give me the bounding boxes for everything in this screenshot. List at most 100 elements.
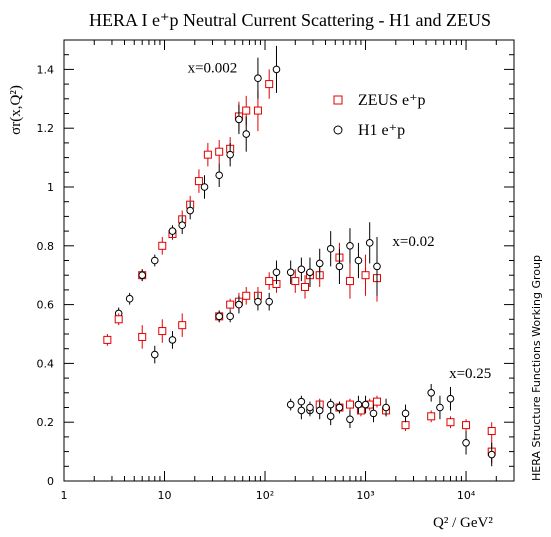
zeus-point [265,272,274,290]
circle-marker [354,256,363,265]
data-points [103,45,496,467]
circle-marker [200,183,209,191]
legend-label: H1 e⁺p [358,122,405,139]
circle-marker [361,400,370,409]
circle-marker [427,389,435,397]
h1-point [215,163,223,187]
y-tick-label: 1.4 [37,63,55,76]
zeus-point [372,395,381,408]
square-marker [215,147,224,156]
h1-point [150,254,159,267]
h1-point [226,142,234,167]
h1-point [487,442,496,467]
circle-marker [226,150,234,159]
h1-point [272,45,281,93]
circle-marker [315,406,324,415]
h1-point [306,257,314,287]
zeus-point [103,334,112,346]
h1-point [436,395,444,420]
circle-marker [286,400,295,409]
h1-point [125,292,134,305]
zeus-point [215,139,224,164]
y-tick-label: 1 [47,181,54,194]
h1-point [168,331,177,349]
zeus-point [345,263,354,299]
y-tick-label: 1.2 [37,122,55,135]
square-marker [203,150,212,159]
h1-point [215,310,223,323]
circle-marker [272,268,281,277]
h1-point [346,410,354,429]
square-marker [242,291,251,300]
circle-marker [168,336,177,344]
legend-square-icon [333,95,343,105]
y-tick-label: 0.4 [37,357,55,370]
legend-circle-icon [333,125,343,135]
h1-point [297,257,306,282]
x-tick-label: 1 [61,489,68,502]
h1-point [462,431,470,455]
zeus-point [178,313,187,337]
y-tick-label: 0.8 [37,240,55,253]
bin-label: x=0.002 [188,60,238,76]
h1-point [306,401,314,414]
square-marker [242,106,251,115]
zeus-point [138,325,147,349]
plot-frame [63,39,515,482]
circle-marker [235,115,243,124]
zeus-point [265,69,274,99]
circle-marker [365,239,374,247]
h1-point [446,386,455,411]
h1-point [346,228,354,264]
zeus-point [345,398,354,411]
zeus-point [462,419,471,432]
square-marker [372,397,381,406]
y-tick-label: 0.6 [37,299,55,312]
circle-marker [297,406,306,415]
zeus-point [291,269,300,293]
square-marker [291,277,300,286]
h1-point [361,395,370,414]
square-marker [158,327,167,336]
square-marker [138,332,147,341]
square-marker [401,421,410,430]
h1-point [369,404,378,423]
zeus-point [158,236,167,255]
square-marker [226,300,235,309]
circle-marker [150,256,159,265]
h1-point [254,292,262,311]
h1-point [365,222,374,264]
circle-marker [315,259,324,268]
circle-marker [265,297,273,306]
h1-point [235,104,243,135]
zeus-point [427,410,436,423]
h1-point [373,236,381,296]
circle-marker [125,294,134,303]
square-marker [462,421,471,430]
h1-point [335,248,344,285]
x-tick-label: 10² [256,489,274,502]
h1-point [242,116,251,152]
circle-marker [286,268,295,277]
y-tick-label: 0.2 [37,416,55,429]
h1-point [200,175,209,199]
h1-point [226,310,234,323]
h1-point [297,395,306,408]
circle-marker [138,271,147,280]
square-marker [265,80,274,89]
square-marker [345,277,354,286]
circle-marker [226,312,234,321]
square-marker [301,282,310,291]
circle-marker [178,221,187,230]
circle-marker [186,206,194,215]
circle-marker [382,403,390,412]
circle-marker [297,397,306,406]
circle-marker [168,227,177,235]
square-marker [158,241,167,250]
h1-point [286,260,295,285]
circle-marker [335,262,344,271]
circle-marker [436,403,444,412]
circle-marker [306,268,314,277]
circle-marker [373,262,381,271]
x-axis: 1 10 10² 10³ 10⁴ [61,40,515,502]
